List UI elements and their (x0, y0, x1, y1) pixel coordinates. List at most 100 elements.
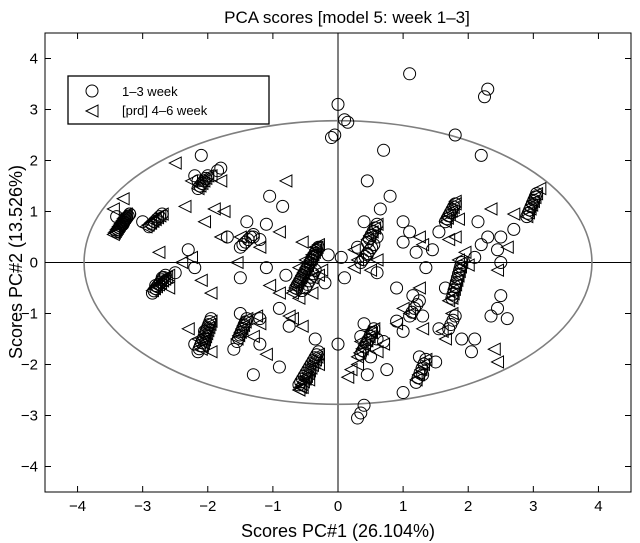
data-point-triangle (363, 263, 378, 277)
y-tick-label: −3 (21, 408, 38, 425)
data-point-triangle (239, 311, 254, 326)
data-point-triangle (196, 174, 211, 188)
data-point-triangle (116, 191, 130, 206)
data-point-triangle (446, 200, 460, 215)
data-point-triangle (236, 318, 251, 333)
data-point-triangle (314, 263, 329, 277)
data-point-circle (308, 246, 322, 260)
data-point-triangle (369, 217, 384, 232)
data-point-triangle (487, 342, 501, 357)
data-point-circle (494, 256, 508, 269)
data-point-triangle (444, 204, 458, 218)
data-point-triangle (355, 342, 369, 356)
data-point-circle (494, 289, 508, 303)
data-point-circle (321, 248, 335, 262)
data-point-circle (236, 238, 250, 252)
data-point-circle (147, 215, 161, 229)
data-point-triangle (362, 228, 377, 243)
data-point-triangle (448, 278, 463, 292)
data-point-circle (474, 148, 488, 162)
data-point-triangle (202, 317, 217, 332)
data-point-triangle (376, 337, 391, 351)
data-point-circle (432, 225, 446, 239)
data-point-triangle (197, 333, 212, 347)
data-point-circle (481, 82, 495, 96)
data-point-triangle (201, 320, 216, 335)
y-tick-label: 4 (30, 51, 38, 68)
data-point-circle (259, 261, 273, 275)
data-point-circle (233, 240, 247, 254)
data-point-triangle (295, 319, 309, 334)
data-point-circle (408, 301, 422, 315)
data-point-triangle (519, 209, 534, 224)
data-point-triangle (213, 230, 228, 244)
data-point-circle (142, 220, 156, 234)
data-point-circle (419, 261, 433, 275)
data-point-triangle (278, 174, 293, 188)
data-point-triangle (524, 198, 539, 212)
data-point-circle (448, 128, 462, 142)
data-point-circle (403, 309, 417, 323)
data-point-circle (308, 351, 322, 365)
data-point-circle (246, 227, 260, 241)
data-point-circle (308, 332, 322, 346)
data-point-triangle (285, 311, 299, 326)
data-point-circle (474, 238, 488, 252)
data-point-triangle (197, 214, 212, 229)
data-point-triangle (457, 245, 472, 260)
data-point-triangle (442, 207, 456, 222)
data-point-triangle (207, 202, 221, 216)
data-point-triangle (435, 324, 449, 339)
data-point-triangle (412, 230, 426, 244)
data-point-circle (396, 235, 410, 249)
data-point-triangle (438, 214, 452, 229)
y-tick-label: −2 (21, 357, 38, 374)
data-point-triangle (452, 264, 466, 279)
data-point-circle (494, 230, 508, 244)
data-point-circle (328, 128, 342, 142)
data-point-triangle (196, 336, 210, 350)
data-point-triangle (181, 321, 195, 336)
y-tick-label: −4 (21, 459, 38, 476)
data-point-triangle (309, 350, 324, 364)
data-point-triangle (490, 355, 505, 369)
data-point-circle (310, 243, 324, 257)
x-tick-label: −1 (264, 498, 281, 515)
data-point-circle (403, 67, 417, 81)
data-point-circle (158, 268, 172, 282)
data-point-triangle (194, 176, 209, 191)
data-point-circle (155, 207, 169, 221)
data-point-triangle (450, 269, 465, 283)
data-point-circle (491, 301, 505, 315)
data-point-circle (484, 309, 498, 323)
chart-title: PCA scores [model 5: week 1–3] (224, 8, 470, 27)
data-point-circle (311, 240, 325, 254)
data-point-triangle (184, 250, 198, 265)
data-point-triangle (362, 330, 376, 344)
data-point-triangle (311, 268, 325, 283)
data-point-circle (380, 363, 394, 377)
data-point-circle (405, 305, 419, 319)
data-point-circle (308, 263, 322, 277)
data-point-triangle (304, 286, 319, 300)
confidence-ellipse (83, 119, 593, 406)
data-point-circle (403, 225, 417, 239)
data-point-circle (153, 210, 167, 224)
data-point-circle (464, 345, 478, 359)
data-point-triangle (231, 328, 246, 343)
data-point-triangle (161, 268, 176, 283)
y-tick-label: 0 (30, 255, 38, 272)
data-point-triangle (106, 202, 120, 216)
data-point-triangle (366, 321, 381, 336)
x-axis-label: Scores PC#1 (26.104%) (241, 521, 435, 541)
data-point-circle (306, 267, 320, 281)
data-point-circle (341, 115, 355, 129)
x-tick-label: 0 (334, 498, 342, 515)
x-tick-label: −4 (69, 498, 86, 515)
data-point-triangle (415, 237, 430, 252)
data-point-triangle (506, 207, 521, 221)
data-point-triangle (291, 383, 306, 397)
data-point-circle (383, 189, 397, 203)
data-point-triangle (249, 309, 264, 323)
legend-box (67, 75, 270, 125)
